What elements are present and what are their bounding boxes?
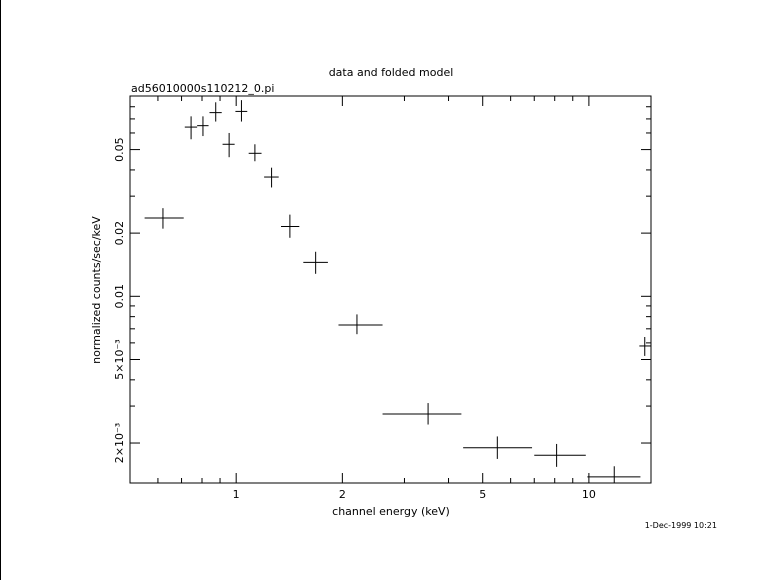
x-tick-label: 1 — [233, 488, 240, 501]
data-point — [184, 116, 198, 140]
data-point — [303, 251, 328, 274]
plot-timestamp: 1-Dec-1999 10:21 — [645, 521, 717, 530]
x-tick-label: 2 — [339, 488, 346, 501]
x-tick-label: 10 — [582, 488, 596, 501]
x-tick-label: 5 — [479, 488, 486, 501]
data-point — [639, 336, 651, 356]
plot-frame — [129, 95, 652, 484]
y-tick-label: 0.01 — [113, 284, 126, 309]
data-points — [144, 100, 651, 483]
y-tick-label: 2×10⁻³ — [113, 423, 126, 463]
data-point — [144, 208, 184, 229]
data-point — [281, 214, 300, 238]
y-tick-label: 5×10⁻³ — [113, 339, 126, 379]
data-point — [587, 466, 641, 483]
data-point — [222, 132, 235, 158]
chart-title: data and folded model — [329, 66, 454, 79]
data-point — [534, 443, 586, 467]
axis-ticks — [129, 95, 651, 483]
axis-tick-labels: 1 2 5 10 2×10⁻³ 5×10⁻³ 0.01 0.02 0.05 — [113, 137, 596, 501]
chart-subtitle: ad56010000s110212_0.pi — [131, 82, 274, 95]
y-tick-label: 0.05 — [113, 137, 126, 162]
data-point — [197, 116, 209, 137]
data-point — [463, 436, 533, 459]
data-point — [382, 403, 462, 425]
data-point — [209, 102, 222, 122]
page-left-edge — [0, 0, 1, 580]
y-axis-label: normalized counts/sec/keV — [90, 216, 103, 364]
y-tick-label: 0.02 — [113, 221, 126, 246]
data-point — [235, 100, 248, 122]
data-point — [248, 144, 262, 162]
data-point — [338, 314, 383, 335]
data-point — [264, 167, 279, 188]
x-axis-label: channel energy (keV) — [332, 505, 450, 518]
